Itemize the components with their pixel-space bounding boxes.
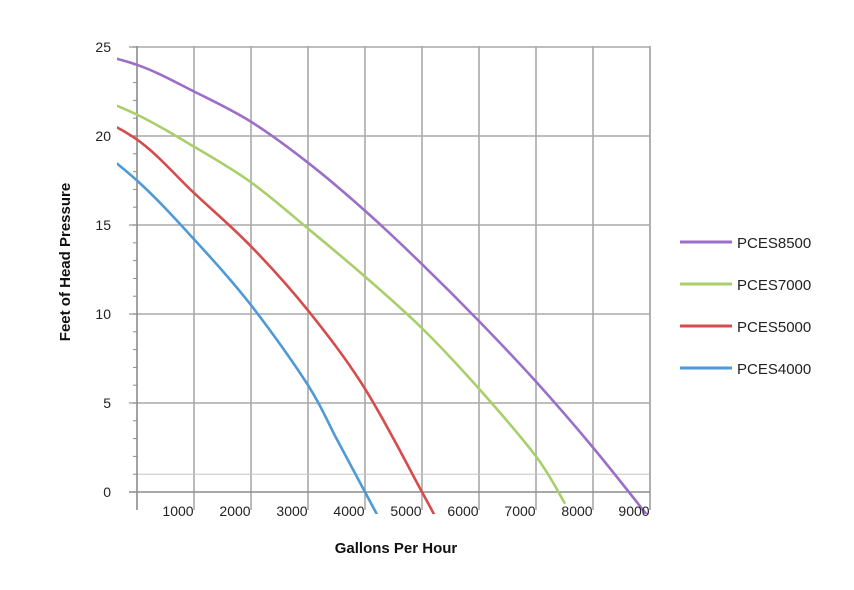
x-tick-label: 2000 [219,503,250,519]
series-line-pces4000 [117,161,379,514]
y-tick-label: 10 [95,306,111,322]
y-tick-label: 15 [95,217,111,233]
legend-label-pces5000: PCES5000 [737,319,811,336]
x-tick-label: 6000 [447,503,478,519]
x-tick-label: 3000 [276,503,307,519]
x-tick-labels: 1000 2000 3000 4000 5000 6000 7000 8000 9000 [162,503,649,519]
x-tick-label: 4000 [333,503,364,519]
y-axis-title: Feet of Head Pressure [57,183,74,341]
legend-label-pces8500: PCES8500 [737,235,811,252]
y-tick-labels: 0 5 10 15 20 25 [95,39,111,500]
y-tick-label: 0 [103,484,111,500]
x-tick-label: 9000 [618,503,649,519]
grid [129,46,651,510]
legend: PCES8500 PCES7000 PCES5000 PCES4000 [680,235,811,378]
legend-label-pces4000: PCES4000 [737,361,811,378]
x-axis-title: Gallons Per Hour [335,540,458,557]
series-line-pces7000 [117,104,566,504]
x-tick-label: 5000 [390,503,421,519]
axes [129,46,651,510]
x-tick-label: 1000 [162,503,193,519]
series-line-pces5000 [117,125,436,514]
y-tick-label: 5 [103,395,111,411]
series-lines [117,57,648,514]
series-line-pces8500 [117,57,648,514]
y-tick-label: 20 [95,128,111,144]
x-tick-label: 8000 [561,503,592,519]
y-tick-label: 25 [95,39,111,55]
legend-label-pces7000: PCES7000 [737,277,811,294]
x-tick-label: 7000 [504,503,535,519]
